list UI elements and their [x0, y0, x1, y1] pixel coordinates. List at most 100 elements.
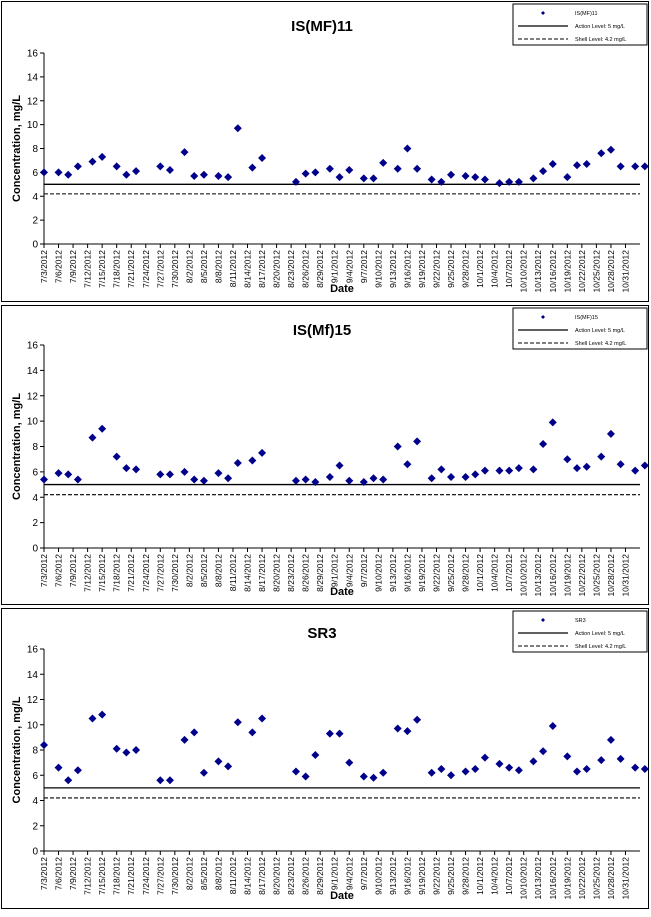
x-tick-label: 10/28/2012: [606, 857, 616, 900]
x-tick-label: 8/5/2012: [199, 857, 209, 890]
data-point: [233, 124, 242, 133]
data-point: [190, 475, 199, 484]
data-point: [573, 161, 582, 170]
data-point: [190, 728, 199, 737]
x-tick-label: 9/19/2012: [417, 250, 427, 288]
y-tick-label: 14: [27, 72, 39, 83]
y-tick-label: 2: [32, 518, 38, 529]
x-tick-label: 10/1/2012: [475, 250, 485, 288]
data-point: [640, 461, 649, 470]
x-tick-label: 8/29/2012: [315, 554, 325, 592]
data-point: [258, 714, 267, 723]
data-point: [480, 175, 489, 184]
x-tick-label: 9/4/2012: [344, 250, 354, 283]
data-point: [248, 728, 257, 737]
x-tick-label: 7/24/2012: [141, 857, 151, 895]
data-point: [582, 462, 591, 471]
data-point: [199, 476, 208, 485]
x-tick-label: 10/7/2012: [504, 857, 514, 895]
x-tick-label: 9/25/2012: [446, 857, 456, 895]
data-point: [529, 465, 538, 474]
data-point: [214, 757, 223, 766]
x-tick-label: 7/18/2012: [112, 250, 122, 288]
x-tick-label: 7/27/2012: [155, 857, 165, 895]
data-point: [631, 466, 640, 475]
x-tick-label: 9/16/2012: [402, 250, 412, 288]
data-point: [640, 162, 649, 171]
data-point: [214, 469, 223, 478]
data-point: [112, 744, 121, 753]
data-point: [640, 764, 649, 773]
data-point: [480, 466, 489, 475]
x-tick-label: 7/15/2012: [97, 250, 107, 288]
data-point: [393, 164, 402, 173]
y-tick-label: 0: [32, 544, 38, 555]
legend-label: Shell Level: 4.2 mg/L: [575, 37, 626, 43]
data-point: [301, 475, 310, 484]
data-point: [335, 461, 344, 470]
data-point: [413, 437, 422, 446]
y-tick-label: 16: [27, 49, 39, 60]
data-point: [165, 470, 174, 479]
x-tick-label: 8/26/2012: [301, 554, 311, 592]
x-tick-label: 8/5/2012: [199, 554, 209, 587]
x-tick-label: 9/28/2012: [461, 554, 471, 592]
data-point: [180, 148, 189, 157]
x-tick-label: 8/20/2012: [272, 857, 282, 895]
diamond-icon: [541, 315, 545, 319]
x-tick-label: 8/23/2012: [286, 554, 296, 592]
data-point: [514, 177, 523, 186]
data-point: [437, 465, 446, 474]
x-tick-label: 8/8/2012: [213, 250, 223, 283]
x-tick-label: 10/25/2012: [591, 250, 601, 293]
data-point: [393, 442, 402, 451]
x-tick-label: 8/20/2012: [272, 250, 282, 288]
y-axis-label: Concentration, mg/L: [11, 393, 23, 500]
data-point: [597, 756, 606, 765]
x-tick-label: 10/1/2012: [475, 554, 485, 592]
chart-frame: [1, 305, 649, 605]
x-tick-label: 9/7/2012: [359, 250, 369, 283]
x-tick-label: 8/14/2012: [243, 250, 253, 288]
x-tick-label: 7/6/2012: [54, 857, 64, 890]
data-point: [471, 173, 480, 182]
data-point: [403, 727, 412, 736]
data-point: [40, 168, 48, 177]
x-tick-label: 10/19/2012: [562, 554, 572, 597]
x-tick-label: 8/8/2012: [213, 857, 223, 890]
x-tick-label: 10/10/2012: [519, 250, 529, 293]
diamond-icon: [541, 618, 545, 622]
x-tick-label: 7/21/2012: [126, 554, 136, 592]
data-point: [563, 173, 572, 182]
data-point: [291, 177, 300, 186]
data-point: [132, 167, 141, 176]
y-tick-label: 10: [27, 720, 39, 731]
data-point: [447, 170, 456, 179]
panel-ismf11: IS(MF)11 Concentration, mg/L 0 2 4 6 8 10 12 14 16…: [1, 1, 649, 302]
data-point: [64, 776, 73, 785]
x-tick-label: 10/7/2012: [504, 250, 514, 288]
y-tick-label: 14: [27, 670, 39, 681]
data-point: [413, 164, 422, 173]
data-point: [165, 776, 174, 785]
x-tick-label: 8/17/2012: [257, 554, 267, 592]
data-point: [379, 475, 388, 484]
y-tick-label: 0: [32, 240, 38, 251]
x-tick-label: 7/15/2012: [97, 857, 107, 895]
x-tick-label: 7/30/2012: [170, 857, 180, 895]
data-point: [301, 772, 310, 781]
x-tick-label: 10/31/2012: [620, 554, 630, 597]
x-tick-label: 7/12/2012: [83, 554, 93, 592]
y-axis-label: Concentration, mg/L: [11, 95, 23, 202]
data-point: [345, 476, 354, 485]
x-tick-label: 10/31/2012: [620, 250, 630, 293]
data-point: [335, 729, 344, 738]
data-point: [616, 460, 625, 469]
x-tick-label: 7/18/2012: [112, 554, 122, 592]
data-point: [345, 165, 354, 174]
x-tick-label: 7/18/2012: [112, 857, 122, 895]
x-tick-label: 9/13/2012: [388, 857, 398, 895]
x-tick-label: 7/12/2012: [83, 250, 93, 288]
data-point: [597, 149, 606, 158]
data-point: [495, 179, 504, 188]
